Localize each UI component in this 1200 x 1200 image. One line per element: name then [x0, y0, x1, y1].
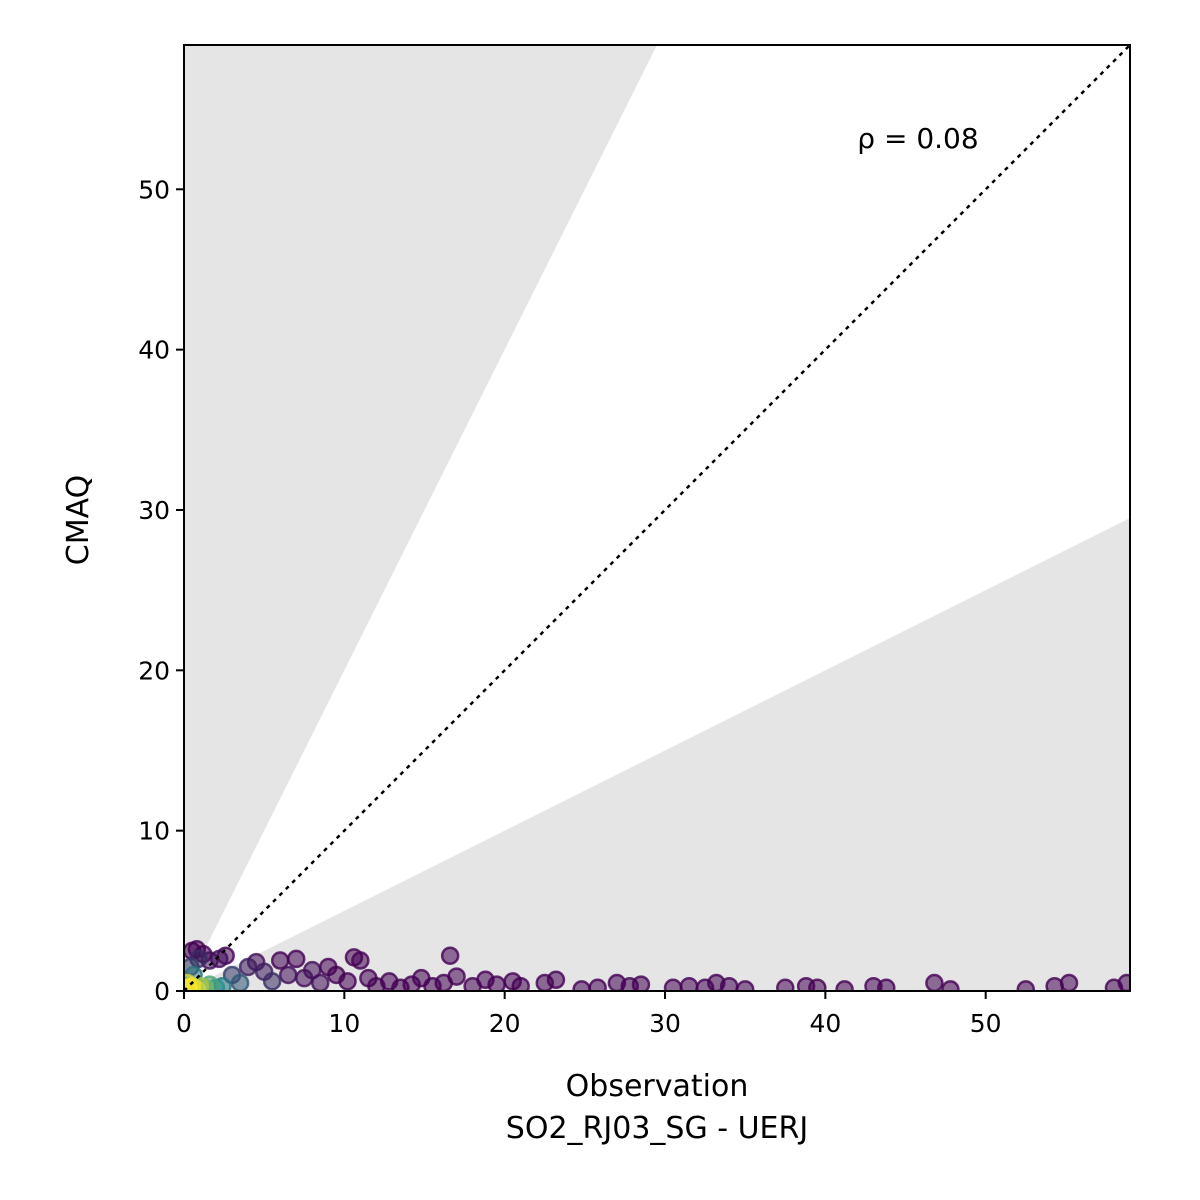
x-tick-label: 0 — [176, 1009, 192, 1038]
y-tick-label: 0 — [154, 977, 170, 1006]
data-point — [440, 946, 460, 965]
data-point — [303, 960, 322, 980]
y-tick-label: 10 — [138, 817, 170, 846]
y-axis-label: CMAQ — [61, 475, 96, 565]
data-point — [808, 978, 827, 991]
y-axis: 0 10 20 30 40 50 — [138, 175, 184, 1006]
correlation-annotation: ρ = 0.08 — [857, 122, 978, 155]
data-point — [338, 972, 357, 991]
y-tick-label: 50 — [138, 175, 170, 204]
data-point — [262, 972, 282, 991]
x-tick-label: 40 — [809, 1009, 841, 1038]
x-axis-sublabel: SO2_RJ03_SG - UERJ — [506, 1111, 808, 1146]
y-tick-label: 30 — [138, 496, 170, 525]
data-point — [877, 978, 896, 991]
plot-area — [184, 45, 1130, 991]
data-point — [447, 967, 466, 986]
data-point — [230, 973, 250, 991]
data-point — [1059, 973, 1079, 991]
y-tick-label: 20 — [138, 656, 170, 685]
data-point — [925, 973, 944, 991]
data-point — [278, 965, 298, 985]
data-point — [1016, 980, 1036, 991]
data-point — [631, 975, 651, 991]
shaded-region-upper — [184, 45, 657, 991]
data-point — [546, 970, 566, 990]
data-point — [941, 980, 960, 991]
data-point — [835, 980, 854, 991]
x-tick-label: 50 — [970, 1009, 1002, 1038]
data-point — [511, 976, 530, 991]
one-to-one-line — [184, 45, 1130, 991]
plot-frame — [183, 44, 1131, 992]
data-point — [735, 980, 755, 991]
x-tick-label: 30 — [649, 1009, 681, 1038]
shaded-region-lower — [184, 518, 1130, 991]
data-point — [588, 978, 607, 991]
data-point — [238, 957, 258, 977]
data-point — [210, 949, 229, 969]
data-point — [776, 978, 795, 991]
data-point — [311, 973, 330, 991]
y-tick-label: 40 — [138, 336, 170, 365]
data-point — [351, 951, 370, 970]
x-axis: 0 10 20 30 40 50 — [176, 991, 1002, 1038]
points-layer — [184, 940, 1130, 991]
x-tick-label: 10 — [328, 1009, 360, 1038]
x-tick-label: 20 — [489, 1009, 521, 1038]
x-axis-label: Observation — [566, 1069, 749, 1104]
data-point — [286, 949, 306, 969]
